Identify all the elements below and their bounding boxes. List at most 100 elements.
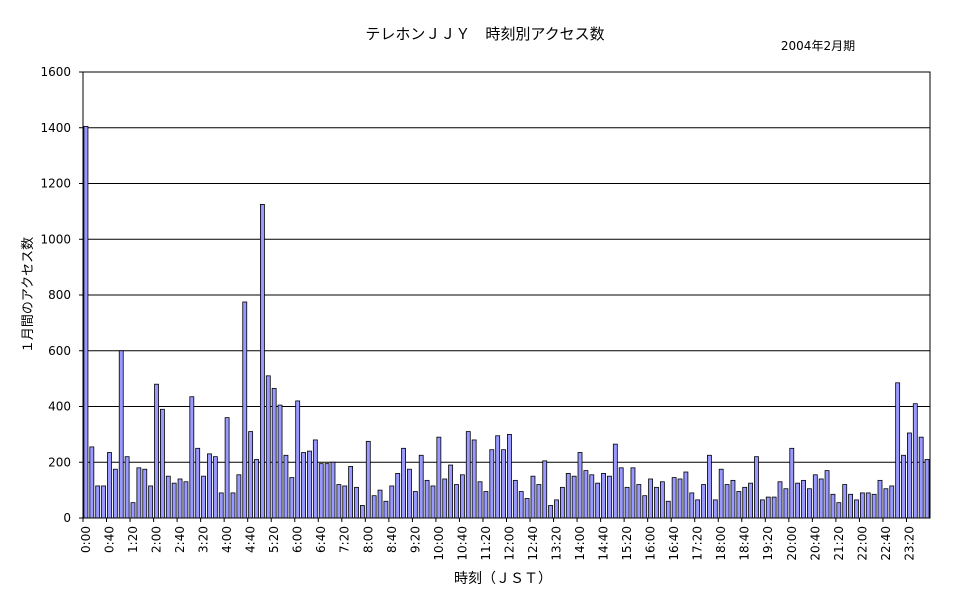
x-tick-label: 3:20 <box>197 526 211 553</box>
bar <box>259 204 265 519</box>
x-tick-label: 1:20 <box>126 526 140 553</box>
bar <box>89 446 95 519</box>
bar <box>112 468 118 519</box>
bar <box>154 383 159 519</box>
bar <box>318 463 324 519</box>
x-tick-label: 15:20 <box>620 526 634 561</box>
x-axis-label: 時刻（ＪＳＴ） <box>454 571 552 587</box>
bar <box>883 488 889 519</box>
x-tick-label: 8:40 <box>385 526 399 553</box>
bar <box>83 125 89 519</box>
x-tick-label: 4:00 <box>220 526 234 553</box>
bar <box>848 493 853 519</box>
bar <box>236 474 242 519</box>
bar <box>271 387 277 519</box>
bar <box>336 484 342 519</box>
x-tick-label: 7:20 <box>338 526 352 553</box>
bar <box>648 478 654 519</box>
bar <box>783 488 789 519</box>
x-tick-label: 17:20 <box>691 526 705 561</box>
bar <box>218 492 224 519</box>
bar <box>424 479 430 519</box>
bar <box>407 468 412 519</box>
bar <box>842 484 848 519</box>
x-tick-label: 5:20 <box>267 526 281 553</box>
x-tick-label: 12:40 <box>526 526 540 561</box>
bar <box>830 493 836 519</box>
bar <box>124 456 130 519</box>
bar <box>618 467 624 519</box>
bar <box>465 431 471 519</box>
x-tick-label: 19:20 <box>761 526 775 561</box>
bar <box>577 452 583 519</box>
x-tick-label: 18:40 <box>738 526 752 561</box>
bar <box>130 502 136 519</box>
x-tick-label: 23:20 <box>902 526 916 561</box>
bar <box>477 481 483 519</box>
bar <box>683 471 689 519</box>
bar <box>442 478 448 519</box>
bar <box>248 431 254 519</box>
bar <box>542 460 548 519</box>
bar <box>583 470 589 519</box>
plot-area-border <box>82 71 931 519</box>
gridlines <box>83 127 930 463</box>
x-tick-label: 21:20 <box>832 526 846 561</box>
bar <box>689 492 695 519</box>
bar <box>695 499 701 519</box>
bar <box>701 484 706 519</box>
x-tick-label: 22:40 <box>879 526 893 561</box>
y-tick-label: 0 <box>63 511 71 525</box>
bar <box>118 350 124 519</box>
x-tick-label: 6:00 <box>291 526 305 553</box>
y-tick-label: 400 <box>48 400 71 414</box>
chart-subtitle: 2004年2月期 <box>781 39 855 53</box>
bar <box>748 482 754 519</box>
bar <box>295 400 301 519</box>
bar <box>165 475 171 519</box>
x-tick-label: 6:40 <box>314 526 328 553</box>
bar <box>565 472 571 519</box>
bar <box>512 479 518 519</box>
x-tick-label: 4:40 <box>244 526 258 553</box>
bar <box>518 491 524 519</box>
bar <box>501 449 506 519</box>
bar <box>530 475 536 519</box>
bar <box>895 382 901 519</box>
bar <box>924 459 930 519</box>
x-tick-label: 2:00 <box>150 526 164 553</box>
bar <box>595 482 601 519</box>
bar <box>377 489 383 519</box>
bar <box>483 491 489 519</box>
bar <box>907 432 912 519</box>
x-tick-label: 13:20 <box>549 526 563 561</box>
bar <box>765 496 771 519</box>
bar <box>183 481 189 519</box>
y-axis-ticks: 0 200 400 600 800 1000 1200 1400 1600 <box>40 65 83 525</box>
x-tick-label: 9:20 <box>408 526 422 553</box>
bar <box>101 485 106 519</box>
bar <box>824 470 830 519</box>
bar <box>854 499 859 519</box>
bar <box>430 485 436 519</box>
bar <box>601 472 606 519</box>
bar <box>301 452 306 519</box>
bar <box>471 439 477 519</box>
bar <box>859 492 865 519</box>
bar <box>148 485 154 519</box>
bar <box>807 488 812 519</box>
bar <box>524 498 530 519</box>
bar <box>642 495 648 519</box>
x-tick-label: 16:00 <box>644 526 658 561</box>
chart-title: テレホンＪＪＹ 時刻別アクセス数 <box>365 25 604 43</box>
bars <box>83 125 930 519</box>
bar <box>95 485 101 519</box>
bar <box>659 481 665 519</box>
y-tick-label: 1200 <box>40 177 71 191</box>
y-axis-label: １月間のアクセス数 <box>21 237 36 353</box>
bar <box>554 499 559 519</box>
bar <box>559 486 565 519</box>
bar <box>189 396 195 519</box>
bar <box>230 492 236 519</box>
bar <box>677 478 683 519</box>
